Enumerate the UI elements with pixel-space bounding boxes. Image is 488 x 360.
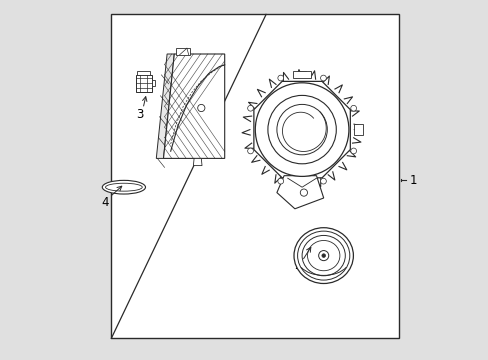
Circle shape xyxy=(350,105,356,111)
Circle shape xyxy=(318,251,328,261)
Circle shape xyxy=(276,104,326,155)
Polygon shape xyxy=(163,54,224,158)
Circle shape xyxy=(320,75,325,81)
Ellipse shape xyxy=(307,240,339,271)
Text: 3: 3 xyxy=(136,108,143,121)
Circle shape xyxy=(255,83,348,176)
Bar xyxy=(151,80,155,86)
Ellipse shape xyxy=(102,180,145,194)
Circle shape xyxy=(277,178,283,184)
Bar xyxy=(111,14,399,338)
Text: 2: 2 xyxy=(293,259,301,272)
Polygon shape xyxy=(276,176,323,209)
Ellipse shape xyxy=(297,231,349,280)
Ellipse shape xyxy=(293,228,353,284)
Circle shape xyxy=(320,178,325,184)
Circle shape xyxy=(300,189,307,196)
Text: 1: 1 xyxy=(408,174,416,186)
Bar xyxy=(136,75,151,92)
Ellipse shape xyxy=(302,235,345,276)
Circle shape xyxy=(197,104,204,112)
Bar xyxy=(354,124,363,135)
Circle shape xyxy=(247,148,253,154)
Ellipse shape xyxy=(105,183,142,191)
Circle shape xyxy=(247,105,253,111)
Polygon shape xyxy=(253,81,349,178)
Circle shape xyxy=(267,95,336,164)
Bar xyxy=(137,71,150,75)
Circle shape xyxy=(350,148,356,154)
Bar xyxy=(292,71,310,78)
Circle shape xyxy=(277,75,283,81)
Polygon shape xyxy=(193,158,202,166)
Circle shape xyxy=(321,254,325,257)
Polygon shape xyxy=(156,54,174,158)
Bar xyxy=(176,48,190,55)
Text: 4: 4 xyxy=(101,196,108,209)
